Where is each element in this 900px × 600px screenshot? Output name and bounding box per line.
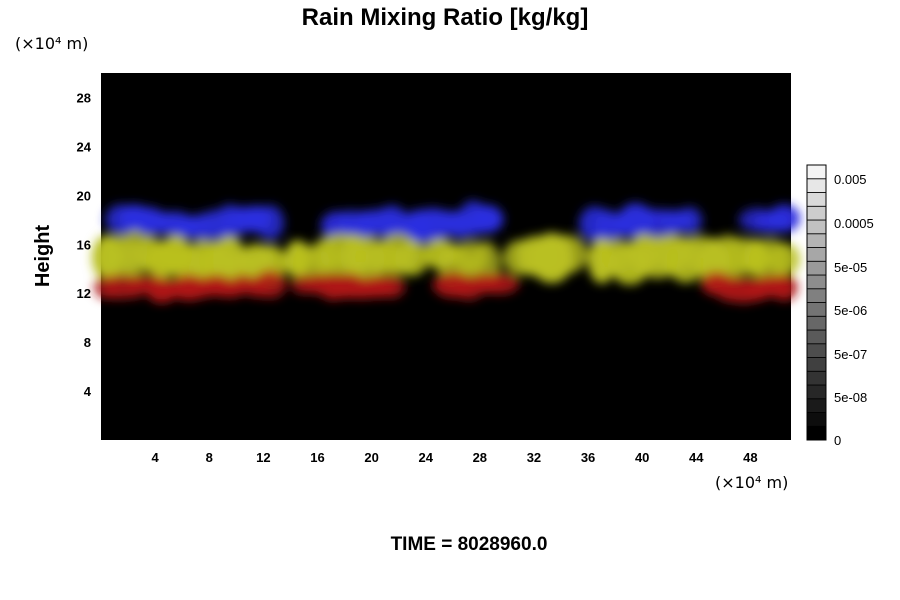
cloud-red-puff: [770, 274, 798, 302]
colorbar-level: [806, 398, 827, 413]
x-unit-label: (×10⁴ m): [715, 473, 788, 492]
colorbar-level: [806, 260, 827, 276]
colorbar: [806, 164, 827, 441]
colorbar-level: [806, 412, 827, 427]
cloud-field: [91, 200, 801, 304]
x-tick-label: 24: [418, 450, 433, 465]
y-tick-labels: 4 8 12 16 20 24 28: [77, 90, 92, 399]
y-tick-label: 8: [84, 335, 91, 350]
cloud-red-puff: [377, 274, 406, 299]
x-tick-label: 36: [581, 450, 595, 465]
colorbar-level: [806, 178, 827, 193]
cloud-blue-puff: [256, 205, 285, 241]
cloud-red-puff: [478, 273, 520, 295]
x-tick-label: 12: [256, 450, 270, 465]
cloud-blue-segment: [578, 203, 703, 244]
cloud-yellow-puff: [767, 242, 801, 276]
cloud-yellow-puff: [545, 234, 588, 274]
colorbar-tick-label: 0: [834, 433, 841, 448]
colorbar-level: [806, 274, 827, 290]
colorbar-tick-label: 5e-08: [834, 390, 867, 405]
colorbar-tick-label: 5e-05: [834, 260, 867, 275]
y-tick-label: 4: [84, 384, 92, 399]
colorbar-level: [806, 315, 827, 331]
colorbar-level: [806, 288, 827, 303]
colorbar-level: [806, 357, 827, 372]
x-tick-label: 44: [689, 450, 704, 465]
cloud-red-segment: [700, 271, 798, 304]
x-tick-labels: 4 8 12 16 20 24 28 32 36 40 44 48: [152, 450, 758, 465]
colorbar-labels: 0.005 0.0005 5e-05 5e-06 5e-07 5e-08 0: [834, 172, 874, 448]
colorbar-level: [806, 302, 827, 317]
x-tick-label: 32: [527, 450, 541, 465]
y-tick-label: 20: [77, 188, 91, 203]
cloud-blue-segment: [738, 204, 801, 234]
colorbar-level: [806, 329, 827, 345]
cloud-red-puff: [253, 269, 287, 299]
colorbar-tick-label: 5e-06: [834, 303, 867, 318]
chart-title: Rain Mixing Ratio [kg/kg]: [302, 4, 589, 31]
colorbar-tick-label: 0.0005: [834, 216, 874, 231]
colorbar-frame: [806, 164, 827, 441]
colorbar-level: [806, 233, 827, 248]
cloud-blue-puff: [768, 204, 801, 233]
colorbar-tick-label: 0.005: [834, 172, 867, 187]
y-axis-label: Height: [32, 225, 54, 288]
x-tick-label: 28: [473, 450, 487, 465]
cloud-blue-segment: [105, 204, 285, 242]
y-tick-label: 12: [77, 286, 91, 301]
cloud-blue-segment: [320, 200, 504, 243]
time-label: TIME = 8028960.0: [391, 534, 548, 555]
colorbar-level: [806, 384, 827, 400]
colorbar-level: [806, 205, 827, 221]
cloud-yellow-segment: [502, 232, 588, 284]
colorbar-level: [806, 164, 827, 180]
cloud-blue-puff: [676, 206, 703, 234]
x-tick-label: 48: [743, 450, 757, 465]
y-tick-label: 24: [77, 139, 92, 154]
colorbar-level: [806, 343, 827, 358]
cloud-yellow-segment: [588, 233, 801, 288]
y-tick-label: 16: [77, 237, 91, 252]
cloud-red-segment: [93, 269, 287, 304]
cloud-red-segment: [432, 272, 520, 301]
cloud-yellow-puff: [394, 240, 429, 276]
x-tick-label: 4: [152, 450, 160, 465]
colorbar-level: [806, 370, 827, 386]
y-tick-label: 28: [77, 90, 91, 105]
colorbar-level: [806, 425, 827, 441]
colorbar-level: [806, 219, 827, 235]
colorbar-level: [806, 247, 827, 262]
colorbar-tick-label: 5e-07: [834, 347, 867, 362]
x-tick-label: 20: [364, 450, 378, 465]
y-unit-label: (×10⁴ m): [15, 34, 88, 53]
colorbar-level: [806, 192, 827, 207]
x-tick-label: 40: [635, 450, 649, 465]
x-tick-label: 8: [206, 450, 213, 465]
cloud-red-segment: [290, 273, 406, 301]
cloud-yellow-segment: [284, 233, 429, 286]
x-tick-label: 16: [310, 450, 324, 465]
cloud-blue-puff: [469, 205, 504, 234]
